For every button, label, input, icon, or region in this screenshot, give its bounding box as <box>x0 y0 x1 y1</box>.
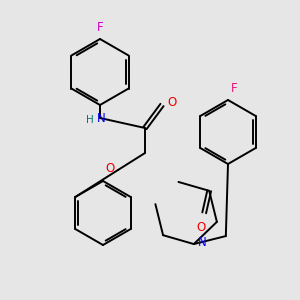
Text: N: N <box>198 236 207 249</box>
Text: F: F <box>231 82 238 95</box>
Text: O: O <box>196 221 206 234</box>
Text: F: F <box>97 21 103 34</box>
Text: O: O <box>105 161 115 175</box>
Text: O: O <box>167 95 176 109</box>
Text: N: N <box>97 112 105 124</box>
Text: H: H <box>86 115 94 125</box>
